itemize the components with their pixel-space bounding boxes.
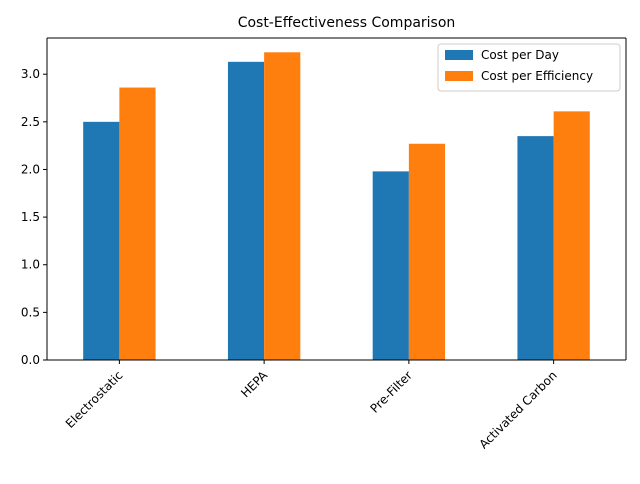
chart-title: Cost-Effectiveness Comparison <box>238 15 456 31</box>
y-tick-label: 0.0 <box>21 353 40 367</box>
y-tick-label: 1.5 <box>21 210 40 224</box>
bar-cost-per-day-activated-carbon <box>517 136 554 360</box>
legend-box <box>437 43 621 92</box>
bar-cost-per-day-hepa <box>227 61 265 361</box>
legend-swatch-cost-per-efficiency <box>445 71 473 81</box>
bar-cost-per-efficiency-pre-filter <box>408 143 446 360</box>
legend-label-cost-per-efficiency: Cost per Efficiency <box>481 69 593 83</box>
bar-cost-per-efficiency-electrostatic <box>119 87 156 361</box>
y-tick-label: 2.5 <box>21 115 40 129</box>
axes-frame <box>46 37 627 361</box>
bar-cost-per-efficiency-activated-carbon <box>553 111 590 360</box>
bar-cost-per-efficiency-hepa <box>264 52 301 360</box>
legend-label-cost-per-day: Cost per Day <box>481 48 559 62</box>
y-tick-label: 3.0 <box>21 67 40 81</box>
legend-swatch-cost-per-day <box>445 50 473 60</box>
bars-layer <box>83 52 590 361</box>
bar-cost-per-day-pre-filter <box>372 171 409 360</box>
y-axis: 0.0 0.5 1.0 1.5 2.0 2.5 3.0 <box>21 67 47 367</box>
y-tick-label: 2.0 <box>21 162 40 176</box>
bar-cost-per-day-electrostatic <box>83 121 120 360</box>
y-tick-label: 1.0 <box>21 258 40 272</box>
y-tick-label: 0.5 <box>21 305 40 319</box>
legend: Cost per Day Cost per Efficiency <box>437 43 621 92</box>
